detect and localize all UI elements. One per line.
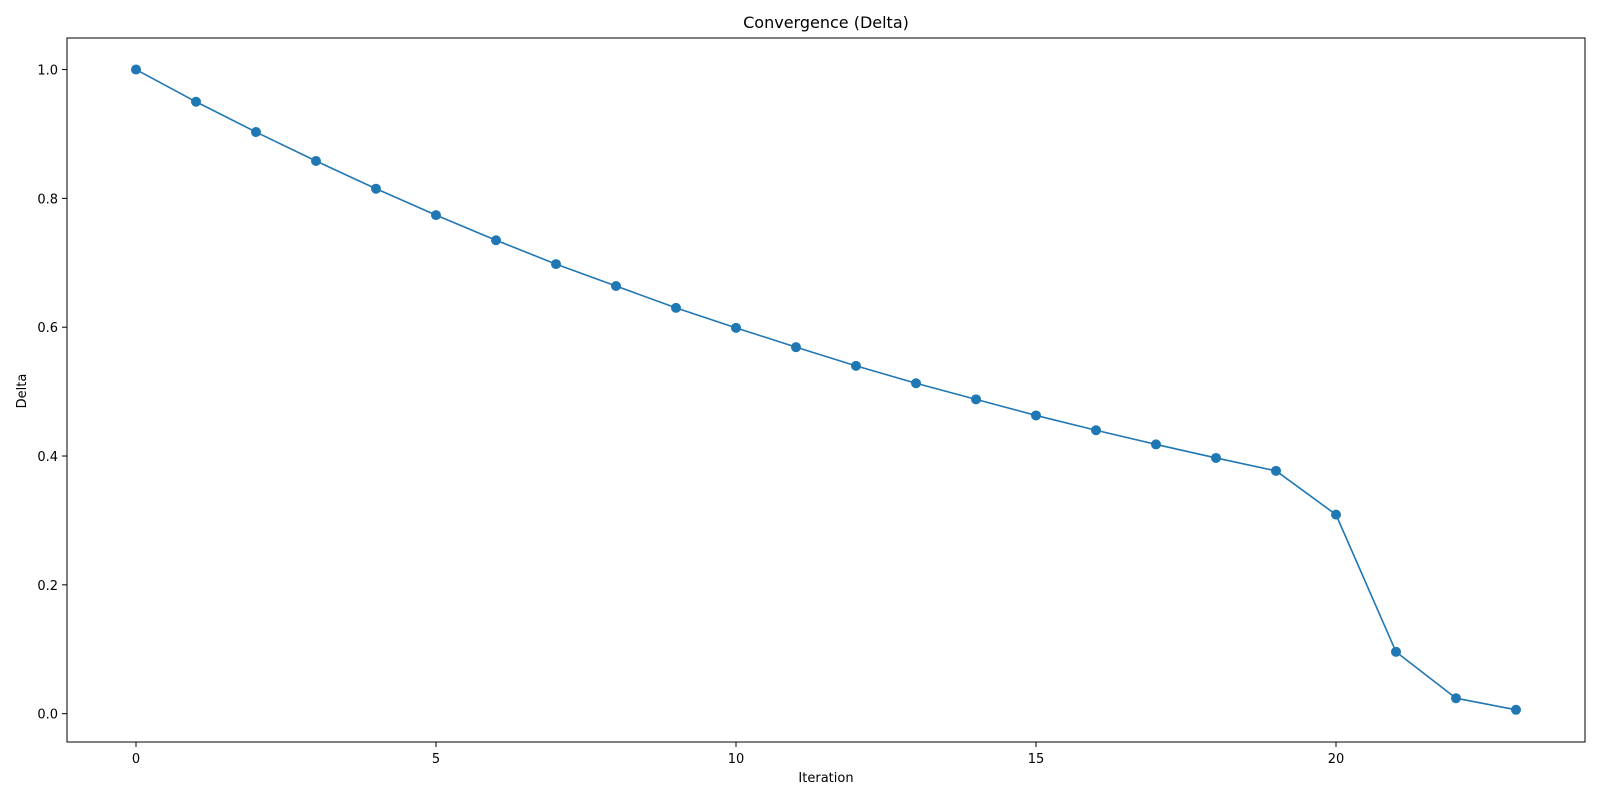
- data-point: [1031, 410, 1041, 421]
- data-point: [371, 183, 381, 194]
- data-point: [911, 378, 921, 389]
- plot-area: 0 5 10 15 20 0.0 0.2 0.4 0.6 0.8 1.0: [37, 37, 1586, 767]
- series-line: [135, 68, 1517, 711]
- data-point: [311, 156, 321, 167]
- data-point: [1211, 452, 1221, 463]
- data-point: [671, 302, 681, 313]
- data-point: [611, 280, 621, 291]
- data-point: [1271, 465, 1281, 476]
- chart-title: Convergence (Delta): [743, 13, 909, 32]
- y-tick-label: 0.8: [37, 192, 58, 207]
- x-tick-label: 15: [1028, 752, 1045, 767]
- axes-frame: [66, 37, 1586, 743]
- data-point: [431, 210, 441, 221]
- y-axis-label: Delta: [15, 374, 30, 409]
- data-point: [791, 342, 801, 353]
- data-point: [1331, 509, 1341, 520]
- data-point: [551, 259, 561, 270]
- data-point: [731, 322, 741, 333]
- data-point: [851, 360, 861, 371]
- y-tick-label: 0.4: [37, 450, 58, 465]
- data-point: [1091, 425, 1101, 436]
- y-tick-label: 0.6: [37, 321, 58, 336]
- y-tick-label: 1.0: [37, 64, 58, 79]
- data-point: [251, 127, 261, 138]
- x-axis-label: Iteration: [798, 771, 853, 786]
- data-point: [971, 394, 981, 405]
- data-point: [1451, 693, 1461, 704]
- data-point: [191, 96, 201, 107]
- x-tick-label: 5: [432, 752, 440, 767]
- data-point: [1151, 439, 1161, 450]
- data-point: [1511, 704, 1521, 715]
- y-tick-label: 0.2: [37, 579, 58, 594]
- y-tick-label: 0.0: [37, 708, 58, 723]
- x-tick-label: 20: [1328, 752, 1345, 767]
- data-point: [1391, 646, 1401, 657]
- x-tick-label: 10: [728, 752, 745, 767]
- data-point: [131, 64, 141, 75]
- data-point: [491, 235, 501, 246]
- x-tick-label: 0: [132, 752, 140, 767]
